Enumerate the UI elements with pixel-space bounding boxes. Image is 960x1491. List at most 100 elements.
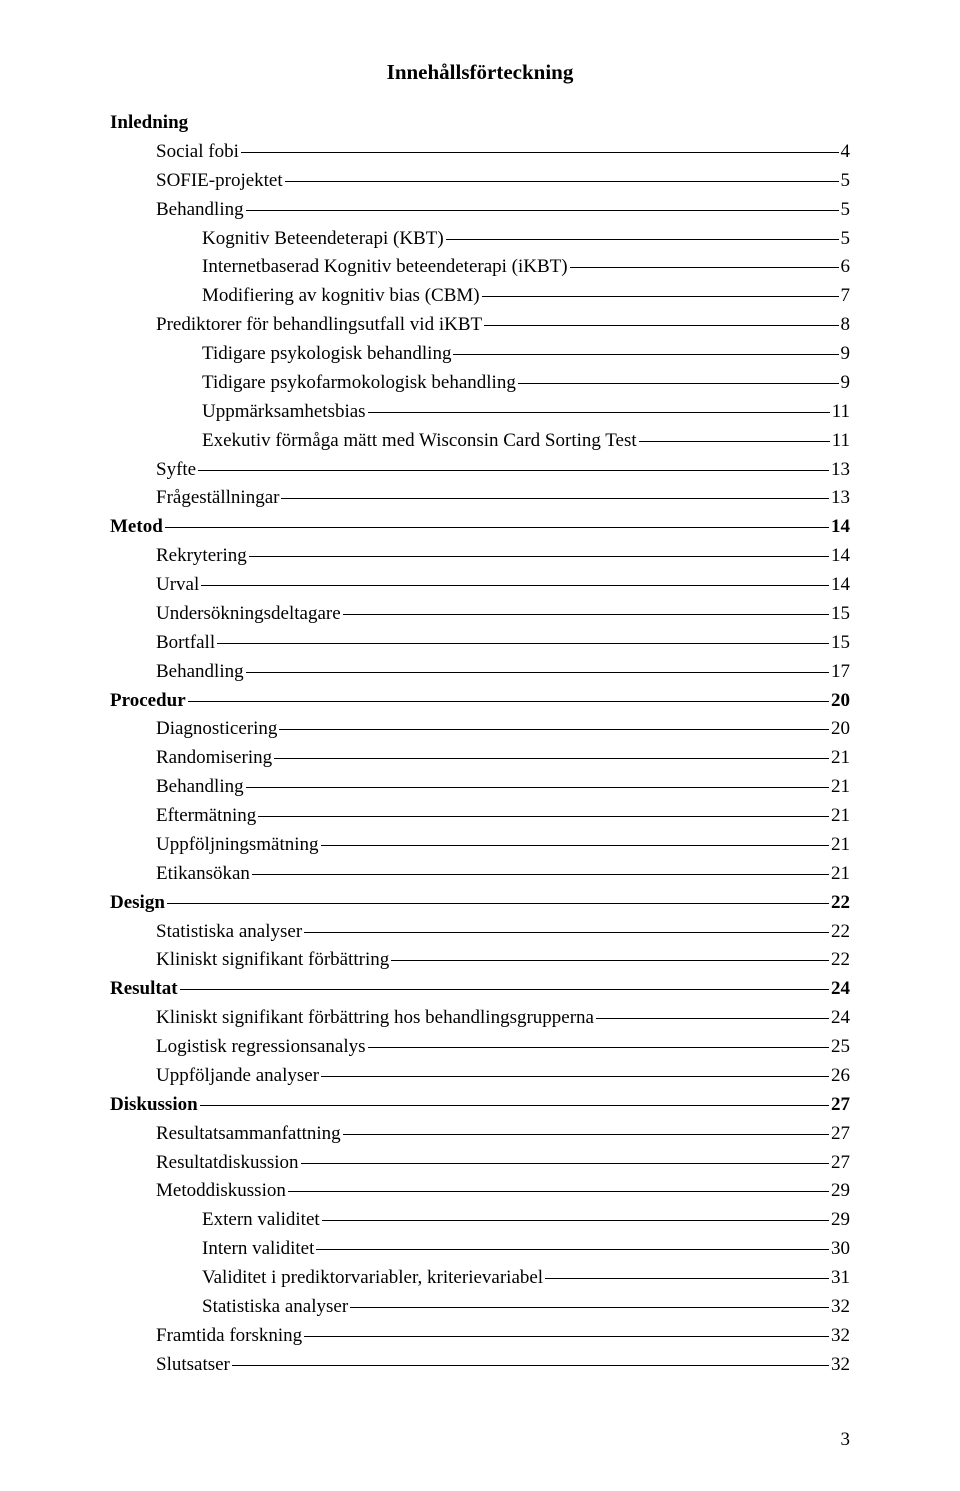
toc-leader-line	[200, 1105, 829, 1106]
toc-entry-page: 27	[831, 1091, 850, 1120]
toc-entry: Internetbaserad Kognitiv beteendeterapi …	[110, 253, 850, 282]
toc-leader-line	[281, 498, 829, 499]
toc-leader-line	[252, 874, 829, 875]
toc-entry: Exekutiv förmåga mätt med Wisconsin Card…	[110, 427, 850, 456]
toc-entry: Diagnosticering20	[110, 715, 850, 744]
toc-entry-page: 5	[841, 167, 851, 196]
toc-leader-line	[350, 1307, 829, 1308]
toc-leader-line	[301, 1163, 829, 1164]
toc-entry-label: Statistiska analyser	[202, 1293, 348, 1322]
toc-entry-page: 4	[841, 138, 851, 167]
toc-entry: Procedur20	[110, 687, 850, 716]
toc-entry-label: Uppföljningsmätning	[156, 831, 319, 860]
toc-entry: Statistiska analyser 32	[110, 1293, 850, 1322]
toc-entry-label: Uppföljande analyser	[156, 1062, 319, 1091]
page-number: 3	[841, 1429, 851, 1451]
toc-entry: Eftermätning21	[110, 802, 850, 831]
toc-entry-label: Resultat	[110, 975, 178, 1004]
toc-entry: Uppföljningsmätning 21	[110, 831, 850, 860]
toc-entry-page: 22	[831, 946, 850, 975]
toc-entry: Rekrytering14	[110, 542, 850, 571]
toc-entry-label: Framtida forskning	[156, 1322, 302, 1351]
toc-entry-page: 5	[841, 225, 851, 254]
toc-entry: Resultatdiskussion27	[110, 1149, 850, 1178]
toc-entry-label: Inledning	[110, 109, 188, 138]
toc-leader-line	[304, 1336, 829, 1337]
toc-entry-label: Social fobi	[156, 138, 239, 167]
toc-entry-label: Kognitiv Beteendeterapi (KBT)	[202, 225, 444, 254]
toc-leader-line	[198, 470, 829, 471]
toc-entry-label: Eftermätning	[156, 802, 256, 831]
toc-entry-page: 21	[831, 773, 850, 802]
toc-entry-label: Statistiska analyser	[156, 918, 302, 947]
toc-entry: Inledning	[110, 109, 850, 138]
toc-entry-page: 32	[831, 1351, 850, 1380]
toc-entry-page: 20	[831, 715, 850, 744]
toc-entry-label: SOFIE-projektet	[156, 167, 283, 196]
toc-entry-label: Validitet i prediktorvariabler, kriterie…	[202, 1264, 543, 1293]
toc-entry-label: Uppmärksamhetsbias	[202, 398, 366, 427]
toc-leader-line	[232, 1365, 829, 1366]
toc-entry: Design22	[110, 889, 850, 918]
toc-entry-label: Undersökningsdeltagare	[156, 600, 341, 629]
toc-entry-page: 14	[831, 542, 850, 571]
toc-entry-page: 13	[831, 484, 850, 513]
toc-entry-label: Resultatdiskussion	[156, 1149, 299, 1178]
toc-entry-page: 15	[831, 600, 850, 629]
toc-leader-line	[249, 556, 829, 557]
toc-entry: Frågeställningar13	[110, 484, 850, 513]
toc-leader-line	[484, 325, 838, 326]
toc-leader-line	[545, 1278, 829, 1279]
toc-entry-label: Kliniskt signifikant förbättring hos beh…	[156, 1004, 594, 1033]
toc-entry-page: 6	[841, 253, 851, 282]
toc-entry-page: 17	[831, 658, 850, 687]
toc-entry-page: 5	[841, 196, 851, 225]
toc-leader-line	[167, 903, 829, 904]
toc-entry: Tidigare psykologisk behandling9	[110, 340, 850, 369]
toc-entry-page: 29	[831, 1206, 850, 1235]
toc-entry-label: Tidigare psykofarmokologisk behandling	[202, 369, 516, 398]
toc-entry-page: 22	[831, 918, 850, 947]
toc-leader-line	[321, 1076, 829, 1077]
toc-entry-page: 26	[831, 1062, 850, 1091]
toc-entry-page: 7	[841, 282, 851, 311]
toc-entry-page: 21	[831, 831, 850, 860]
toc-entry-label: Behandling	[156, 196, 244, 225]
toc-leader-line	[246, 210, 839, 211]
toc-entry: Resultat24	[110, 975, 850, 1004]
toc-entry-page: 21	[831, 860, 850, 889]
toc-leader-line	[188, 701, 829, 702]
toc-entry: Statistiska analyser 22	[110, 918, 850, 947]
toc-entry: Behandling21	[110, 773, 850, 802]
toc-entry-label: Diskussion	[110, 1091, 198, 1120]
toc-entry-label: Randomisering	[156, 744, 272, 773]
toc-leader-line	[321, 845, 829, 846]
toc-leader-line	[596, 1018, 829, 1019]
toc-entry-page: 14	[831, 513, 850, 542]
toc-entry-page: 21	[831, 744, 850, 773]
toc-entry-label: Bortfall	[156, 629, 215, 658]
toc-leader-line	[343, 614, 829, 615]
toc-entry: Kognitiv Beteendeterapi (KBT) 5	[110, 225, 850, 254]
toc-entry: Intern validitet30	[110, 1235, 850, 1264]
toc-entry-page: 14	[831, 571, 850, 600]
toc-entry-page: 24	[831, 1004, 850, 1033]
toc-leader-line	[322, 1220, 829, 1221]
toc-title: Innehållsförteckning	[110, 60, 850, 85]
toc-entry-label: Procedur	[110, 687, 186, 716]
toc-entry: Etikansökan 21	[110, 860, 850, 889]
toc-entries-container: InledningSocial fobi 4 SOFIE-projektet 5 Beh…	[110, 109, 850, 1380]
toc-entry-page: 25	[831, 1033, 850, 1062]
toc-leader-line	[201, 585, 829, 586]
toc-entry-label: Internetbaserad Kognitiv beteendeterapi …	[202, 253, 568, 282]
toc-entry-page: 32	[831, 1293, 850, 1322]
toc-entry: SOFIE-projektet 5	[110, 167, 850, 196]
toc-entry: Randomisering 21	[110, 744, 850, 773]
toc-entry-label: Prediktorer för behandlingsutfall vid iK…	[156, 311, 482, 340]
toc-leader-line	[304, 932, 829, 933]
toc-entry: Social fobi 4	[110, 138, 850, 167]
toc-leader-line	[217, 643, 829, 644]
toc-entry-label: Etikansökan	[156, 860, 250, 889]
toc-entry-label: Extern validitet	[202, 1206, 320, 1235]
toc-leader-line	[165, 527, 829, 528]
